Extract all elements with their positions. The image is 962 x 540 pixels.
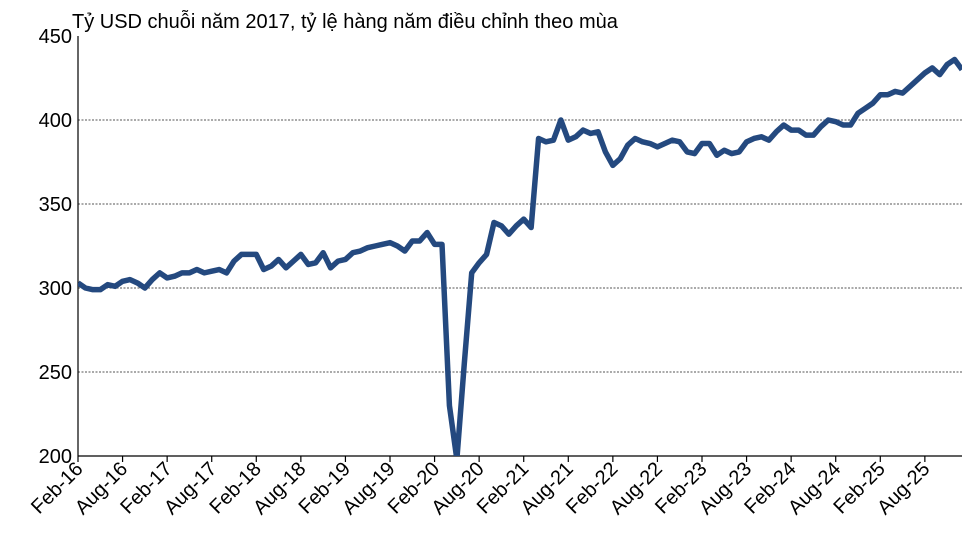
y-tick-label: 200 bbox=[39, 446, 72, 468]
data-line bbox=[78, 56, 962, 456]
y-tick-label: 350 bbox=[39, 194, 72, 216]
y-tick-label: 250 bbox=[39, 362, 72, 384]
y-tick-label: 300 bbox=[39, 278, 72, 300]
y-tick-label: 400 bbox=[39, 110, 72, 132]
chart-subtitle: Tỷ USD chuỗi năm 2017, tỷ lệ hàng năm đi… bbox=[72, 10, 619, 33]
y-tick-label: 450 bbox=[39, 26, 72, 48]
